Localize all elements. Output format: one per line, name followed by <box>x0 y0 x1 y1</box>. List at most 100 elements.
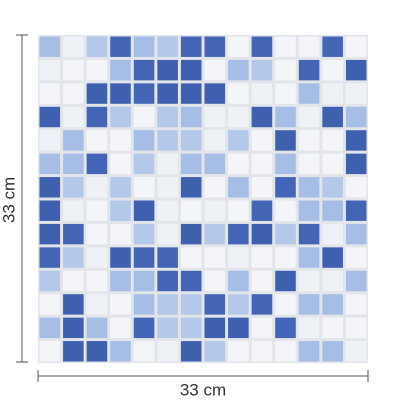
tile <box>345 36 367 57</box>
tile <box>228 223 249 245</box>
tile <box>157 153 178 175</box>
tile <box>228 177 249 198</box>
tile <box>204 36 226 57</box>
tile <box>110 130 131 151</box>
tile <box>133 223 155 245</box>
tile <box>204 294 226 315</box>
tile <box>133 59 155 81</box>
tile <box>39 83 61 104</box>
tile <box>204 247 226 268</box>
tile <box>275 177 296 198</box>
tile <box>275 247 296 268</box>
tile <box>86 270 108 292</box>
tile <box>251 317 273 339</box>
tile <box>63 223 84 245</box>
tile <box>180 59 202 81</box>
tile <box>322 223 343 245</box>
tile <box>322 83 343 104</box>
tile <box>157 294 178 315</box>
tile <box>204 153 226 175</box>
tile <box>322 200 343 221</box>
tile <box>63 177 84 198</box>
tile <box>39 153 61 175</box>
tile <box>133 83 155 104</box>
tile <box>63 294 84 315</box>
tile <box>157 130 178 151</box>
tile <box>228 317 249 339</box>
tile <box>180 317 202 339</box>
tile <box>298 59 320 81</box>
tile <box>228 36 249 57</box>
tile <box>345 223 367 245</box>
tile <box>180 341 202 362</box>
tile <box>345 341 367 362</box>
tile <box>345 247 367 268</box>
tile <box>157 177 178 198</box>
tile <box>180 247 202 268</box>
tile <box>298 130 320 151</box>
tile <box>86 294 108 315</box>
tile <box>322 294 343 315</box>
tile <box>110 36 131 57</box>
tile <box>133 177 155 198</box>
tile <box>180 106 202 128</box>
tile <box>157 59 178 81</box>
tile <box>180 294 202 315</box>
tile <box>86 341 108 362</box>
tile <box>63 83 84 104</box>
tile <box>39 177 61 198</box>
tile <box>39 223 61 245</box>
tile <box>110 223 131 245</box>
tile <box>39 341 61 362</box>
tile <box>298 83 320 104</box>
tile <box>110 83 131 104</box>
tile <box>298 294 320 315</box>
tile <box>86 247 108 268</box>
tile <box>180 223 202 245</box>
tile <box>39 106 61 128</box>
tile <box>251 83 273 104</box>
tile <box>204 270 226 292</box>
tile <box>63 153 84 175</box>
tile <box>345 317 367 339</box>
tile <box>298 153 320 175</box>
width-label: 33 cm <box>180 380 226 399</box>
tile <box>86 130 108 151</box>
tile <box>133 153 155 175</box>
tile <box>157 223 178 245</box>
tile <box>322 59 343 81</box>
tile <box>133 36 155 57</box>
tile <box>39 317 61 339</box>
tile <box>86 153 108 175</box>
tile <box>228 294 249 315</box>
tile <box>180 270 202 292</box>
tile <box>251 247 273 268</box>
tile <box>345 83 367 104</box>
tile <box>251 36 273 57</box>
tile <box>228 83 249 104</box>
tile <box>157 200 178 221</box>
tile <box>298 200 320 221</box>
tile <box>63 106 84 128</box>
tile <box>204 130 226 151</box>
tile <box>275 36 296 57</box>
tile <box>133 294 155 315</box>
tile <box>322 130 343 151</box>
tile <box>275 153 296 175</box>
tile <box>157 106 178 128</box>
tile <box>322 270 343 292</box>
tile <box>275 294 296 315</box>
tile <box>275 270 296 292</box>
tile <box>322 153 343 175</box>
tile <box>251 294 273 315</box>
tile <box>133 106 155 128</box>
tile <box>345 106 367 128</box>
tile <box>110 270 131 292</box>
tile <box>63 130 84 151</box>
tile <box>204 317 226 339</box>
tile <box>228 270 249 292</box>
tile <box>251 223 273 245</box>
tile <box>133 200 155 221</box>
tile <box>86 177 108 198</box>
